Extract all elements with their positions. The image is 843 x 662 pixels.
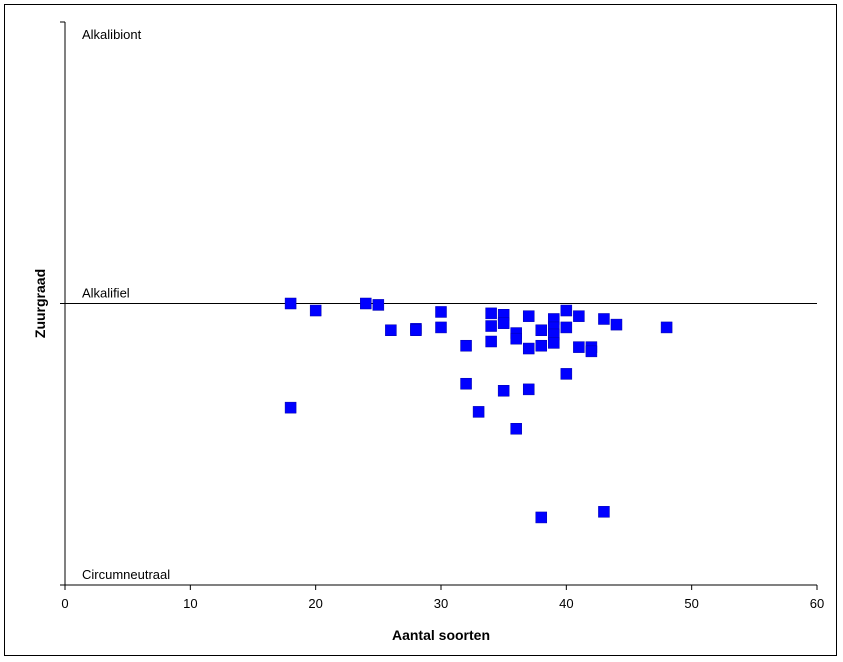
- x-tick-label: 20: [308, 596, 322, 611]
- data-point: [573, 310, 585, 322]
- data-point: [660, 321, 673, 334]
- data-point: [497, 385, 510, 397]
- data-point: [309, 304, 322, 317]
- data-point: [360, 297, 372, 310]
- chart-frame: [4, 4, 837, 656]
- x-axis-title: Aantal soorten: [392, 627, 490, 643]
- x-tick-label: 40: [559, 596, 573, 611]
- data-point: [460, 377, 472, 390]
- data-point: [510, 423, 522, 435]
- data-point: [548, 337, 560, 349]
- data-point: [485, 307, 497, 320]
- data-point: [522, 342, 535, 355]
- x-tick-label: 10: [183, 596, 197, 611]
- band-label: Alkalibiont: [82, 27, 142, 42]
- data-point: [510, 332, 522, 345]
- data-point: [485, 335, 497, 348]
- axes: [60, 21, 818, 590]
- data-point: [472, 406, 485, 418]
- data-point: [435, 306, 447, 318]
- x-tick-label: 60: [810, 596, 824, 611]
- data-point: [560, 304, 573, 317]
- data-point: [284, 401, 297, 414]
- data-point: [585, 345, 598, 358]
- data-point: [435, 321, 447, 334]
- data-point: [460, 339, 472, 352]
- data-point: [485, 320, 497, 332]
- band-label: Alkalifiel: [82, 286, 130, 301]
- data-point: [497, 317, 510, 329]
- data-point: [610, 318, 623, 331]
- data-point: [522, 310, 535, 322]
- band-label: Circumneutraal: [82, 567, 170, 582]
- data-point: [372, 299, 385, 311]
- x-tick-label: 50: [684, 596, 698, 611]
- data-point: [560, 321, 573, 334]
- labels: 0 10 20 30 40 50 60 Alkalibiont Alkalifiel Circum…: [32, 27, 824, 643]
- data-point: [598, 506, 610, 518]
- data-point: [385, 324, 397, 336]
- data-point: [573, 341, 585, 353]
- data-point: [535, 324, 548, 336]
- data-point: [522, 383, 535, 396]
- data-point: [284, 297, 297, 310]
- data-point: [535, 339, 548, 352]
- data-point: [535, 511, 548, 524]
- data-point: [410, 324, 422, 336]
- x-tick-label: 0: [61, 596, 68, 611]
- data-point: [560, 368, 573, 380]
- data-points: [284, 297, 673, 524]
- y-axis-title: Zuurgraad: [32, 269, 48, 338]
- x-tick-label: 30: [434, 596, 448, 611]
- data-point: [598, 313, 610, 325]
